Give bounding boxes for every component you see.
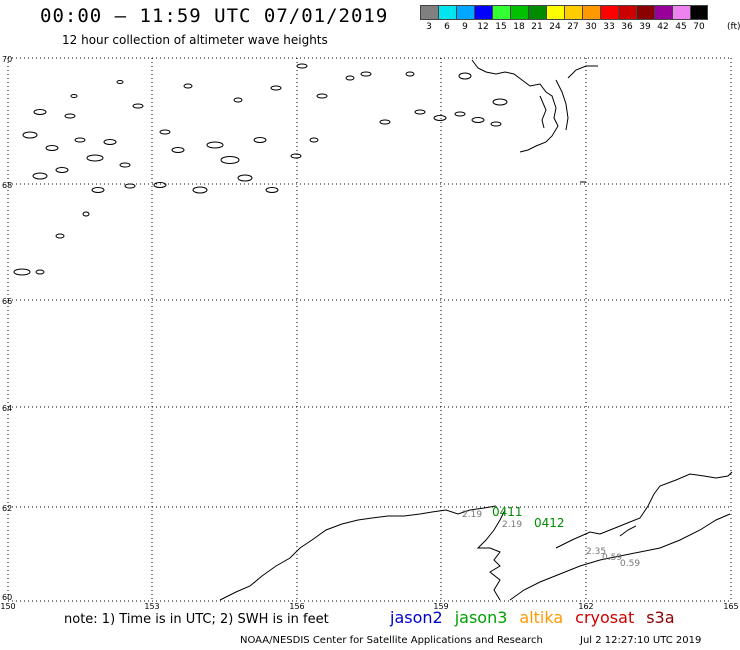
chart-title: 00:00 – 11:59 UTC 07/01/2019 <box>40 5 389 27</box>
legend-swatch <box>600 5 618 20</box>
legend-swatch <box>438 5 456 20</box>
lon-label-159: 159 <box>433 602 448 611</box>
wave-value: 0.59 <box>620 559 640 569</box>
lat-label-66: 66 <box>2 297 12 306</box>
legend-swatch <box>456 5 474 20</box>
legend-swatch <box>528 5 546 20</box>
legend-label: 39 <box>639 22 651 32</box>
legend-label: 42 <box>657 22 669 32</box>
legend-label: 9 <box>462 22 468 32</box>
legend-label: 36 <box>621 22 633 32</box>
legend-label: 15 <box>495 22 507 32</box>
track-label-0411: 0411 <box>492 505 523 519</box>
legend-bin: 6 <box>438 5 456 32</box>
legend-label: 6 <box>444 22 450 32</box>
legend-bin: 70 <box>690 5 708 32</box>
legend-bin: 30 <box>582 5 600 32</box>
lat-label-60: 60 <box>2 593 12 602</box>
legend-bin: 21 <box>528 5 546 32</box>
legend-bin: 3 <box>420 5 438 32</box>
wave-value: 2.35 <box>586 547 606 557</box>
legend-swatch <box>690 5 708 20</box>
credit-line: NOAA/NESDIS Center for Satellite Applica… <box>240 635 543 646</box>
lon-label-165: 165 <box>723 602 738 611</box>
altimeter-annotations: 0411 0412 2.19 2.19 2.35 0.59 0.59 <box>462 505 640 569</box>
generated-timestamp: Jul 2 12:27:10 UTC 2019 <box>580 635 702 646</box>
map-grid <box>7 57 732 602</box>
lon-label-153: 153 <box>144 602 159 611</box>
legend-swatch <box>492 5 510 20</box>
legend-bin: 45 <box>672 5 690 32</box>
lat-label-68: 68 <box>2 181 12 190</box>
legend-bin: 36 <box>618 5 636 32</box>
track-label-0412: 0412 <box>534 516 565 530</box>
wave-value: 2.19 <box>462 510 482 520</box>
legend-label: 45 <box>675 22 687 32</box>
legend-label: 3 <box>426 22 432 32</box>
legend-units: (ft) <box>727 22 740 32</box>
satellite-name-altika: altika <box>519 608 564 627</box>
legend-bin: 39 <box>636 5 654 32</box>
legend-bin: 12 <box>474 5 492 32</box>
wave-value: 0.59 <box>602 553 622 563</box>
legend-bin: 42 <box>654 5 672 32</box>
southern-coastline <box>219 471 733 601</box>
legend-label: 18 <box>513 22 525 32</box>
legend-label: 24 <box>549 22 561 32</box>
legend-label: 33 <box>603 22 615 32</box>
footer-note: note: 1) Time is in UTC; 2) SWH is in fe… <box>64 612 329 627</box>
satellite-name-cryosat: cryosat <box>575 608 635 627</box>
legend-label: 21 <box>531 22 543 32</box>
legend-bin: 9 <box>456 5 474 32</box>
legend-bin: 33 <box>600 5 618 32</box>
legend-swatch <box>636 5 654 20</box>
legend-swatch <box>420 5 438 20</box>
legend-swatch <box>618 5 636 20</box>
legend-swatch <box>564 5 582 20</box>
latitude-labels: 70 68 66 64 62 60 <box>2 55 12 602</box>
legend-swatch <box>474 5 492 20</box>
longitude-labels: 150 153 156 159 162 165 <box>0 602 738 611</box>
legend-swatch <box>546 5 564 20</box>
chart-subtitle: 12 hour collection of altimeter wave hei… <box>62 33 328 47</box>
legend-bin: 27 <box>564 5 582 32</box>
satellite-name-jason2: jason2 <box>390 608 443 627</box>
legend-swatch <box>582 5 600 20</box>
legend-label: 70 <box>693 22 705 32</box>
legend-bin: 18 <box>510 5 528 32</box>
satellite-name-s3a: s3a <box>646 608 675 627</box>
lat-label-70: 70 <box>2 55 12 64</box>
coastline <box>471 59 598 183</box>
legend-bin: 24 <box>546 5 564 32</box>
satellite-name-jason3: jason3 <box>454 608 508 627</box>
legend-swatch <box>672 5 690 20</box>
sea-ice-fragments <box>13 63 508 276</box>
wave-value: 2.19 <box>502 520 522 530</box>
color-legend: 3 6 9 12 15 18 21 24 27 30 33 36 39 42 45 70 <box>420 5 708 32</box>
lon-label-162: 162 <box>578 602 593 611</box>
lon-label-150: 150 <box>0 602 15 611</box>
lat-label-64: 64 <box>2 404 12 413</box>
legend-label: 27 <box>567 22 579 32</box>
legend-bin: 15 <box>492 5 510 32</box>
legend-label: 30 <box>585 22 597 32</box>
legend-swatch <box>654 5 672 20</box>
legend-label: 12 <box>477 22 489 32</box>
legend-swatch <box>510 5 528 20</box>
lon-label-156: 156 <box>289 602 304 611</box>
lat-label-62: 62 <box>2 504 12 513</box>
satellite-legend: jason2 jason3 altika cryosat s3a <box>390 608 687 627</box>
